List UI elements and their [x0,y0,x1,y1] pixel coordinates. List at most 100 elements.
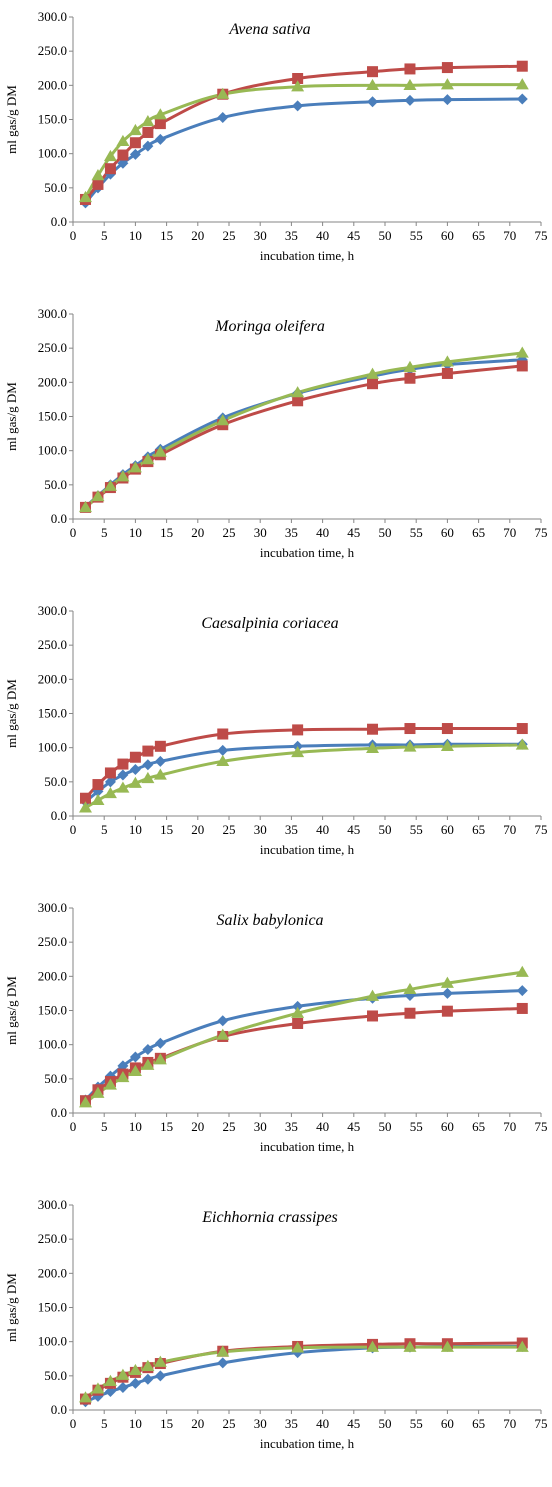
data-point-diamond [516,985,528,997]
x-tick-label: 5 [101,228,108,243]
y-tick-label: 250.0 [38,1231,67,1246]
x-tick-label: 75 [535,822,548,837]
chart-panel: 0.0 50.0 100.0 150.0 200.0 250.0 300.0 0 5 10 15 20… [0,0,552,297]
y-tick-label: 200.0 [38,968,67,983]
data-point-triangle [403,360,417,372]
data-point-square [104,163,116,175]
data-point-triangle [440,739,454,751]
x-tick-label: 50 [379,1119,392,1134]
data-point-square [292,1017,304,1029]
chart-title: Caesalpinia coriacea [201,615,338,632]
x-tick-label: 40 [316,1416,329,1431]
x-tick-label: 30 [254,1416,267,1431]
y-axis-label: ml gas/g DM [4,1273,19,1342]
data-point-triangle [103,149,117,162]
data-point-diamond [441,987,453,999]
data-point-square [154,118,166,130]
x-tick-label: 75 [535,525,548,540]
y-axis-label: ml gas/g DM [4,382,19,451]
data-point-diamond [129,1377,141,1389]
x-tick-label: 75 [535,228,548,243]
data-point-square [404,63,416,75]
data-point-diamond [217,1015,229,1027]
x-tick-label: 15 [160,1416,173,1431]
x-tick-label: 25 [223,1119,236,1134]
data-point-square [154,740,166,752]
data-point-diamond [142,759,154,771]
y-tick-label: 100.0 [38,1334,67,1349]
data-point-square [292,73,304,84]
y-tick-label: 50.0 [44,1368,67,1383]
x-tick-label: 35 [285,1416,298,1431]
data-point-triangle [153,108,167,120]
x-tick-label: 65 [472,525,485,540]
x-tick-label: 5 [101,822,108,837]
x-tick-label: 5 [101,525,108,540]
data-point-triangle [116,134,130,147]
x-tick-label: 60 [441,1119,454,1134]
x-tick-label: 15 [160,525,173,540]
y-tick-label: 150.0 [38,1003,67,1018]
series-line-triangle [83,83,524,199]
data-point-diamond [117,1381,129,1393]
data-point-square [142,745,154,757]
x-tick-label: 70 [503,525,516,540]
x-tick-label: 0 [70,228,77,243]
y-tick-label: 150.0 [38,112,67,127]
x-tick-label: 60 [441,228,454,243]
data-point-triangle [116,781,130,793]
data-point-triangle [366,1340,380,1352]
data-point-diamond [142,1373,154,1385]
y-tick-label: 200.0 [38,671,67,686]
x-tick-label: 0 [70,1416,77,1431]
x-tick-label: 35 [285,1119,298,1134]
x-tick-label: 60 [441,1416,454,1431]
x-tick-label: 35 [285,822,298,837]
data-point-triangle [366,78,380,91]
data-point-triangle [153,445,167,457]
x-tick-label: 70 [503,1119,516,1134]
y-tick-label: 0.0 [51,1402,67,1417]
data-point-diamond [154,133,166,145]
data-point-triangle [103,1374,117,1386]
x-tick-label: 15 [160,228,173,243]
x-tick-label: 0 [70,822,77,837]
y-tick-label: 100.0 [38,740,67,755]
data-point-triangle [515,738,529,750]
x-tick-label: 45 [347,228,360,243]
data-point-triangle [216,1028,230,1040]
data-point-triangle [291,745,305,758]
x-tick-label: 40 [316,525,329,540]
y-tick-label: 200.0 [38,1265,67,1280]
x-tick-label: 40 [316,1119,329,1134]
data-point-triangle [153,768,167,780]
data-point-square [441,367,453,379]
data-point-triangle [103,786,117,799]
data-point-triangle [78,1096,92,1108]
x-tick-label: 65 [472,822,485,837]
x-tick-label: 10 [129,1416,142,1431]
y-axis-label: ml gas/g DM [4,85,19,154]
data-point-diamond [117,769,129,781]
data-point-triangle [403,740,417,752]
data-point-triangle [291,80,305,92]
data-point-triangle [128,123,142,136]
data-point-square [516,1002,528,1014]
x-tick-label: 20 [191,1416,204,1431]
x-tick-label: 45 [347,525,360,540]
data-point-triangle [515,965,529,977]
x-tick-label: 35 [285,228,298,243]
y-tick-label: 300.0 [38,306,67,321]
x-tick-label: 25 [223,1416,236,1431]
data-point-triangle [403,1340,417,1352]
line-chart: 0.0 50.0 100.0 150.0 200.0 250.0 300.0 0 5 10 15 20… [4,900,548,1154]
data-point-triangle [128,1363,142,1376]
x-tick-label: 70 [503,822,516,837]
data-point-triangle [440,976,454,988]
x-tick-label: 0 [70,525,77,540]
chart-title: Eichhornia crassipes [201,1209,338,1226]
x-tick-label: 35 [285,525,298,540]
data-point-diamond [217,1357,229,1369]
y-tick-label: 0.0 [51,214,67,229]
data-point-triangle [103,479,117,491]
